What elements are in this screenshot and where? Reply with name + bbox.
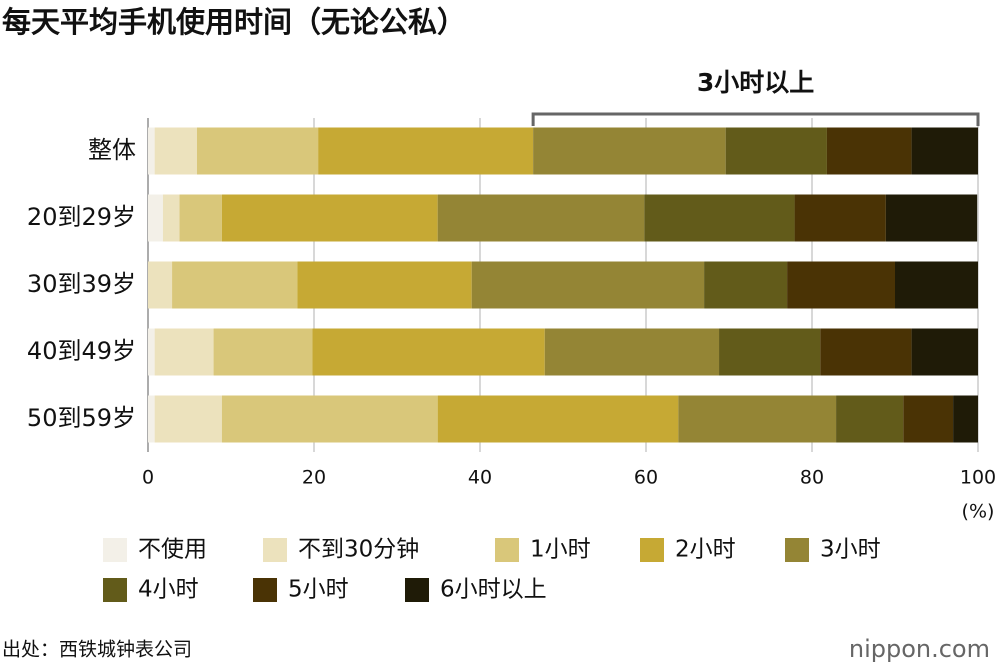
bar-segment [221,395,438,443]
y-tick-label: 40到49岁 [27,337,136,365]
x-unit-label: (%) [962,501,995,523]
brand: nippon.com [849,635,990,663]
x-tick-label: 100 [960,467,996,489]
bar-segment [297,261,472,309]
legend-label: 不使用 [138,537,207,563]
x-tick-label: 60 [634,467,658,489]
bar-segment [836,395,904,443]
source: 出处：西铁城钟表公司 [2,639,192,661]
bar-segment [312,328,545,376]
legend-swatch [495,538,519,562]
bar-segment [704,261,788,309]
legend-label: 2小时 [675,537,736,563]
bar-segment [437,194,645,242]
bar-segment [826,127,912,175]
bar-segment [911,127,978,175]
bar-segment [154,328,214,376]
legend-swatch [263,538,287,562]
bar-segment [471,261,705,309]
bar-segment [221,194,438,242]
bracket [531,112,980,126]
legend-label: 不到30分钟 [298,537,419,563]
legend-label: 5小时 [288,577,349,603]
annotation: 3小时以上 [697,68,814,97]
bar-segment [820,328,912,376]
bar-segment [318,127,534,175]
legend-label: 6小时以上 [440,577,547,603]
bar-segment [903,395,954,443]
bar-segment [154,395,222,443]
legend-swatch [253,578,277,602]
bar-segment [885,194,978,242]
x-tick-label: 80 [800,467,824,489]
legend-swatch [103,578,127,602]
bar-segment [196,127,319,175]
legend-label: 3小时 [820,537,881,563]
legend-swatch [785,538,809,562]
bar-segment [678,395,837,443]
bar-segment [533,127,726,175]
bar-segment [911,328,978,376]
x-tick-label: 20 [302,467,326,489]
y-tick-label: 20到29岁 [27,203,136,231]
bar-segment [162,194,180,242]
legend-label: 4小时 [138,577,199,603]
bar-segment [148,127,155,175]
bar-segment [154,127,197,175]
bar-segment [725,127,827,175]
bar-segment [148,194,163,242]
y-tick-label: 30到39岁 [27,270,136,298]
legend-swatch [640,538,664,562]
bar-segment [644,194,795,242]
bar-segment [895,261,978,309]
bar-segment [148,395,155,443]
legend-swatch [103,538,127,562]
x-tick-label: 40 [468,467,492,489]
bar-segment [719,328,821,376]
y-tick-label: 整体 [88,136,136,164]
bar-segment [794,194,886,242]
bar-segment [953,395,978,443]
x-tick-label: 0 [142,467,154,489]
y-tick-label: 50到59岁 [27,404,136,432]
bar-segment [148,328,155,376]
legend-swatch [405,578,429,602]
bar-segment [544,328,720,376]
bar-segment [437,395,679,443]
legend-label: 1小时 [530,537,591,563]
bar-segment [148,261,173,309]
bar-segment [787,261,895,309]
bar-segment [172,261,298,309]
bar-segment [213,328,313,376]
bar-segment [179,194,222,242]
chart-title: 每天平均手机使用时间（无论公私） [2,5,466,39]
